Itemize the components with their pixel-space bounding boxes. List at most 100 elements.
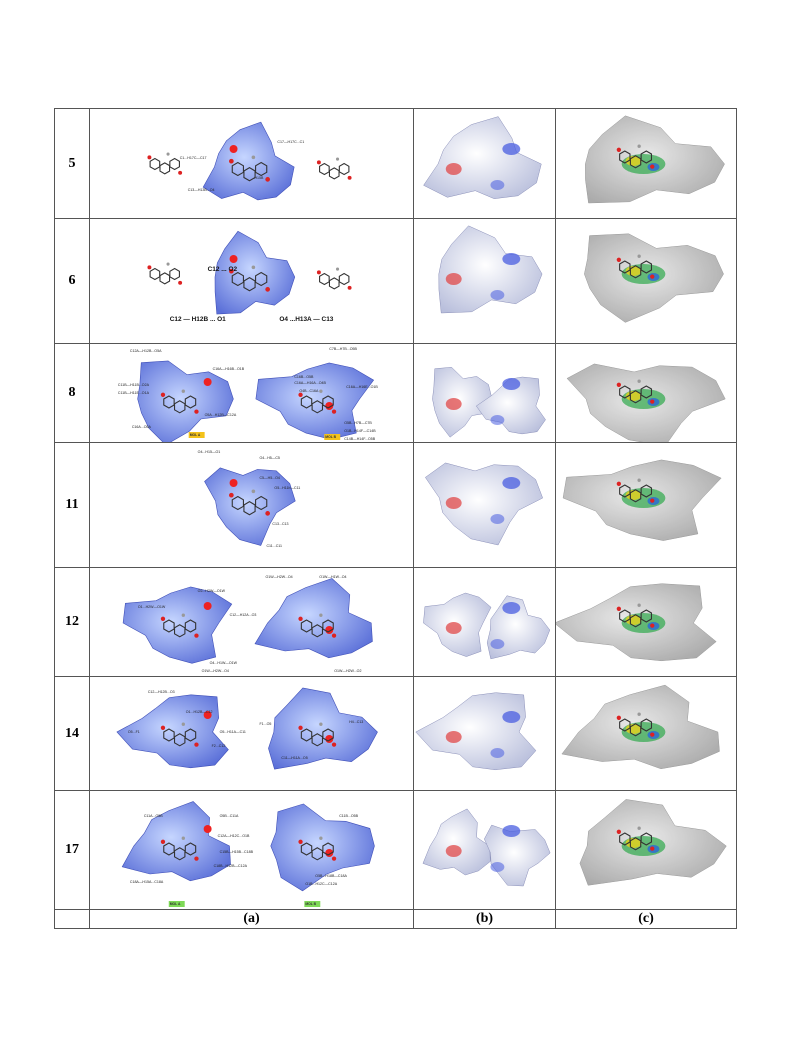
contact-label: H15B [254,176,264,180]
contact-spot [229,255,238,263]
electrostatic-potential-surface [422,808,491,876]
molecule-stick-model [616,826,655,851]
positive-potential-region [490,415,505,425]
contact-label: C16A—H16B...O1B [213,367,245,371]
electrostatic-potential-surface [438,225,543,314]
compound-row: 6 C12 ... O2 C12 — H12B ... O1 O4 ...H13A —… [54,218,737,344]
contact-label: C17—H17C...C1 [277,140,304,144]
column-a-label: (a) [89,909,414,929]
panel-a-dnorm: O4...H15—O1 O4...H5—C5 C5—H5...O4 O5...H11b… [89,442,414,568]
molecule-structure [298,722,337,747]
positive-potential-region [502,477,521,489]
panel-a-dnorm: C12A—H12B...O5A C11B—H11B...O2A C11B—H11E.… [89,343,414,443]
neighbor-molecule [316,267,352,290]
molecule-tag: MOL A [170,902,181,906]
molecule-stick-model [616,603,655,628]
compound-row: 5 C17—H17C...C1 C1...H17C—C17 H15B C13—H13B.… [54,108,737,219]
panel-graphic: C17—H17C...C1 C1...H17C—C17 H15B C13—H13B..… [147,121,352,201]
molecule-stick-model [616,478,655,503]
molecule-structure [160,722,199,747]
compound-number: 12 [54,567,90,677]
panel-a-dnorm: C17—H17C...C1 C1...H17C—C17 H15B C13—H13B..… [89,108,414,219]
molecule-structure [160,389,199,414]
hirshfeld-dnorm-surface [254,578,373,659]
panel-b-electrostatic [413,108,556,219]
contact-label: O4B...C16A [299,389,319,393]
contact-label: O5B...C11A [220,814,239,818]
contact-label: O4...H1W—O1W [210,661,238,665]
hirshfeld-dnorm-surface [121,801,231,882]
panel-c-shape-index [555,790,737,910]
footer-empty-cell [54,909,90,929]
footer-row: (a) (b) (c) [54,909,737,929]
contact-label: O1W—H2W...O4 [265,575,292,579]
panel-graphic [579,799,727,886]
hirshfeld-dnorm-surface [202,121,295,201]
neighbor-molecule [147,152,183,175]
panel-c-shape-index [555,442,737,568]
contact-label: O1...H12B—C12 [186,710,213,714]
contact-label: C18A—H15A...C18A [130,880,164,884]
molecule-structure [229,265,270,292]
panel-c-shape-index [555,567,737,677]
contact-label: F2...C12 [212,744,226,748]
molecule-tag: MOL A [190,433,201,437]
contact-label: C1...H17C—C17 [180,156,207,160]
contact-label: C13—H13B...O4 [188,188,215,192]
contact-label: O1B...H14F—C14B [344,429,376,433]
compound-row: 11 O4...H15—O1 O4...H5—C5 C5—H5...O4 O5...H1… [54,442,737,568]
contact-label: C11B—H11E...O1A [118,391,150,395]
contact-label: C16B...O5B [294,375,314,379]
compound-number: 17 [54,790,90,910]
contact-label: O1...H2W—O1W [138,605,166,609]
positive-potential-region [490,180,505,190]
panel-c-shape-index [555,343,737,443]
molecule-structure [298,613,337,638]
contact-label: C12—H12A...O3 [230,613,257,617]
molecule-tag: MOL B [325,435,336,439]
panel-graphic: C11A...O5B O5B...C11A C11B...O5B C18A—H15A.… [121,801,375,907]
molecule-stick-model [616,144,655,169]
panel-b-electrostatic [413,567,556,677]
hirshfeld-dnorm-surface [268,687,378,770]
electrostatic-potential-surface [423,116,542,199]
panel-graphic [566,363,726,442]
electrostatic-potential-surface [424,462,543,546]
contact-label: C12 ... O2 [208,266,238,273]
contact-label: C13...C13 [272,522,288,526]
compound-number: 5 [54,108,90,219]
contact-label: C7B—H7B...O5B [329,347,357,351]
panel-b-electrostatic [413,676,556,791]
positive-potential-region [490,748,505,758]
panel-graphic [423,116,542,199]
contact-label: C11A...O5B [144,814,163,818]
contact-label: C11...C11 [266,544,282,548]
contact-label: C11B—H11B...O2A [118,383,150,387]
panel-graphic [556,583,717,662]
panel-graphic: C12—H12B...O3 O1...H12B—C12 O5...F1 F2...C1… [116,687,378,770]
panel-b-electrostatic [413,343,556,443]
panel-a-dnorm: C11A...O5B O5B...C11A C11B...O5B C18A—H15A.… [89,790,414,910]
column-c-label: (c) [555,909,737,929]
panel-graphic [438,225,543,314]
panel-a-dnorm: O1...H2W—O1W O2...H2W—O1W C12—H12A...O3 O4.… [89,567,414,677]
hirshfeld-dnorm-surface [122,586,233,664]
column-b-label: (b) [413,909,556,929]
contact-label: O5...H11b—C11 [274,486,300,490]
contact-label: O1B...H12C—C12A [305,882,337,886]
molecule-structure [160,613,199,638]
contact-spot [229,145,238,153]
contact-label: O5B...H7B—C7B [344,421,372,425]
compound-number: 8 [54,343,90,443]
contact-label: C11—H11A...O5 [281,756,307,760]
contact-label: O5A...H12B—C12A [205,413,237,417]
panel-graphic: C12A—H12B...O5A C11B—H11B...O2A C11B—H11E.… [118,347,378,442]
contact-label: O5...H11A—C11 [220,730,246,734]
panel-graphic [562,459,722,541]
figure-table: 5 C17—H17C...C1 C1...H17C—C17 H15B C13—H13B.… [54,108,737,929]
contact-label: C16A—H16A...O4B [294,381,326,385]
negative-potential-region [445,845,462,857]
positive-potential-region [502,143,521,155]
positive-potential-region [502,711,521,723]
panel-a-dnorm: C12—H12B...O3 O1...H12B—C12 O5...F1 F2...C1… [89,676,414,791]
